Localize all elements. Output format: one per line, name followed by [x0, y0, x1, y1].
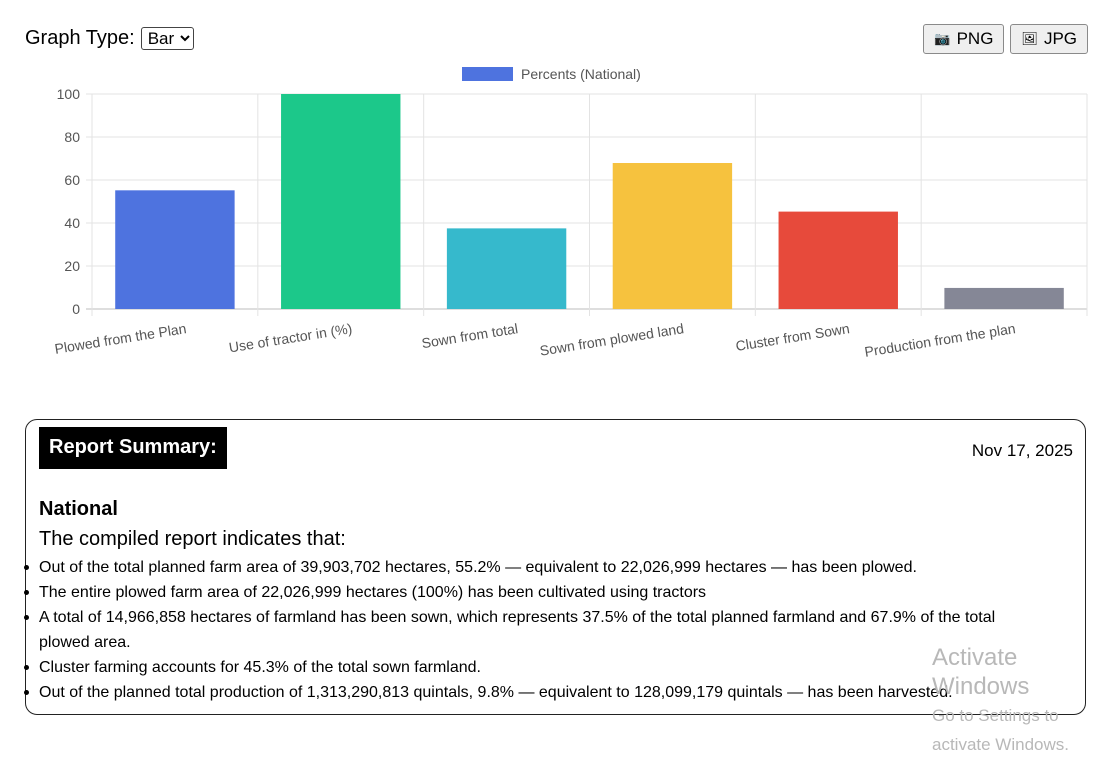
- report-finding: Out of the total planned farm area of 39…: [24, 555, 1049, 580]
- export-png-button[interactable]: 📷 PNG: [923, 24, 1005, 54]
- x-tick-label: Sown from total: [420, 320, 519, 351]
- x-tick-label: Sown from plowed land: [539, 320, 685, 359]
- export-jpg-button[interactable]: 🖼 JPG: [1010, 24, 1088, 54]
- y-tick-label: 80: [64, 129, 80, 145]
- graph-type-select[interactable]: Bar: [140, 27, 194, 50]
- y-tick-label: 20: [64, 258, 80, 274]
- camera-icon: 📷: [934, 31, 951, 46]
- x-tick-label: Plowed from the Plan: [53, 320, 187, 357]
- y-tick-label: 0: [72, 301, 80, 317]
- export-buttons: 📷 PNG 🖼 JPG: [923, 24, 1088, 54]
- bar: [778, 211, 898, 309]
- y-tick-label: 60: [64, 172, 80, 188]
- y-tick-label: 100: [57, 86, 81, 102]
- graph-type-toolbar: Graph Type: Bar: [25, 27, 194, 50]
- report-region: National: [39, 498, 118, 520]
- legend-swatch: [462, 67, 513, 81]
- report-date: Nov 17, 2025: [971, 441, 1073, 460]
- bar-chart: 0 20 40 60 80 100 Plowed from the Plan Use of t…: [53, 66, 1088, 360]
- report-finding: The entire plowed farm area of 22,026,99…: [24, 580, 1049, 605]
- image-icon: 🖼: [1021, 31, 1038, 46]
- bar: [281, 94, 401, 309]
- graph-type-label: Graph Type:: [25, 27, 135, 49]
- bar: [446, 228, 567, 309]
- bar: [115, 190, 235, 309]
- export-png-label: PNG: [956, 29, 994, 48]
- report-finding: A total of 14,966,858 hectares of farmla…: [24, 605, 1049, 655]
- report-findings-list: Out of the total planned farm area of 39…: [24, 555, 1049, 705]
- bar: [944, 287, 1064, 309]
- x-tick-label: Use of tractor in (%): [228, 320, 353, 355]
- x-tick-label: Cluster from Sown: [734, 320, 850, 354]
- y-tick-label: 40: [64, 215, 80, 231]
- report-summary-panel: Report Summary: Nov 17, 2025 National Th…: [24, 419, 1086, 715]
- report-finding: Out of the planned total production of 1…: [24, 680, 1049, 705]
- export-jpg-label: JPG: [1043, 29, 1077, 48]
- x-tick-label: Production from the plan: [863, 320, 1016, 360]
- report-finding: Cluster farming accounts for 45.3% of th…: [24, 655, 1049, 680]
- report-summary-title: Report Summary:: [39, 427, 227, 469]
- bar: [612, 163, 733, 309]
- legend-label: Percents (National): [521, 66, 641, 82]
- report-intro: The compiled report indicates that:: [39, 528, 346, 550]
